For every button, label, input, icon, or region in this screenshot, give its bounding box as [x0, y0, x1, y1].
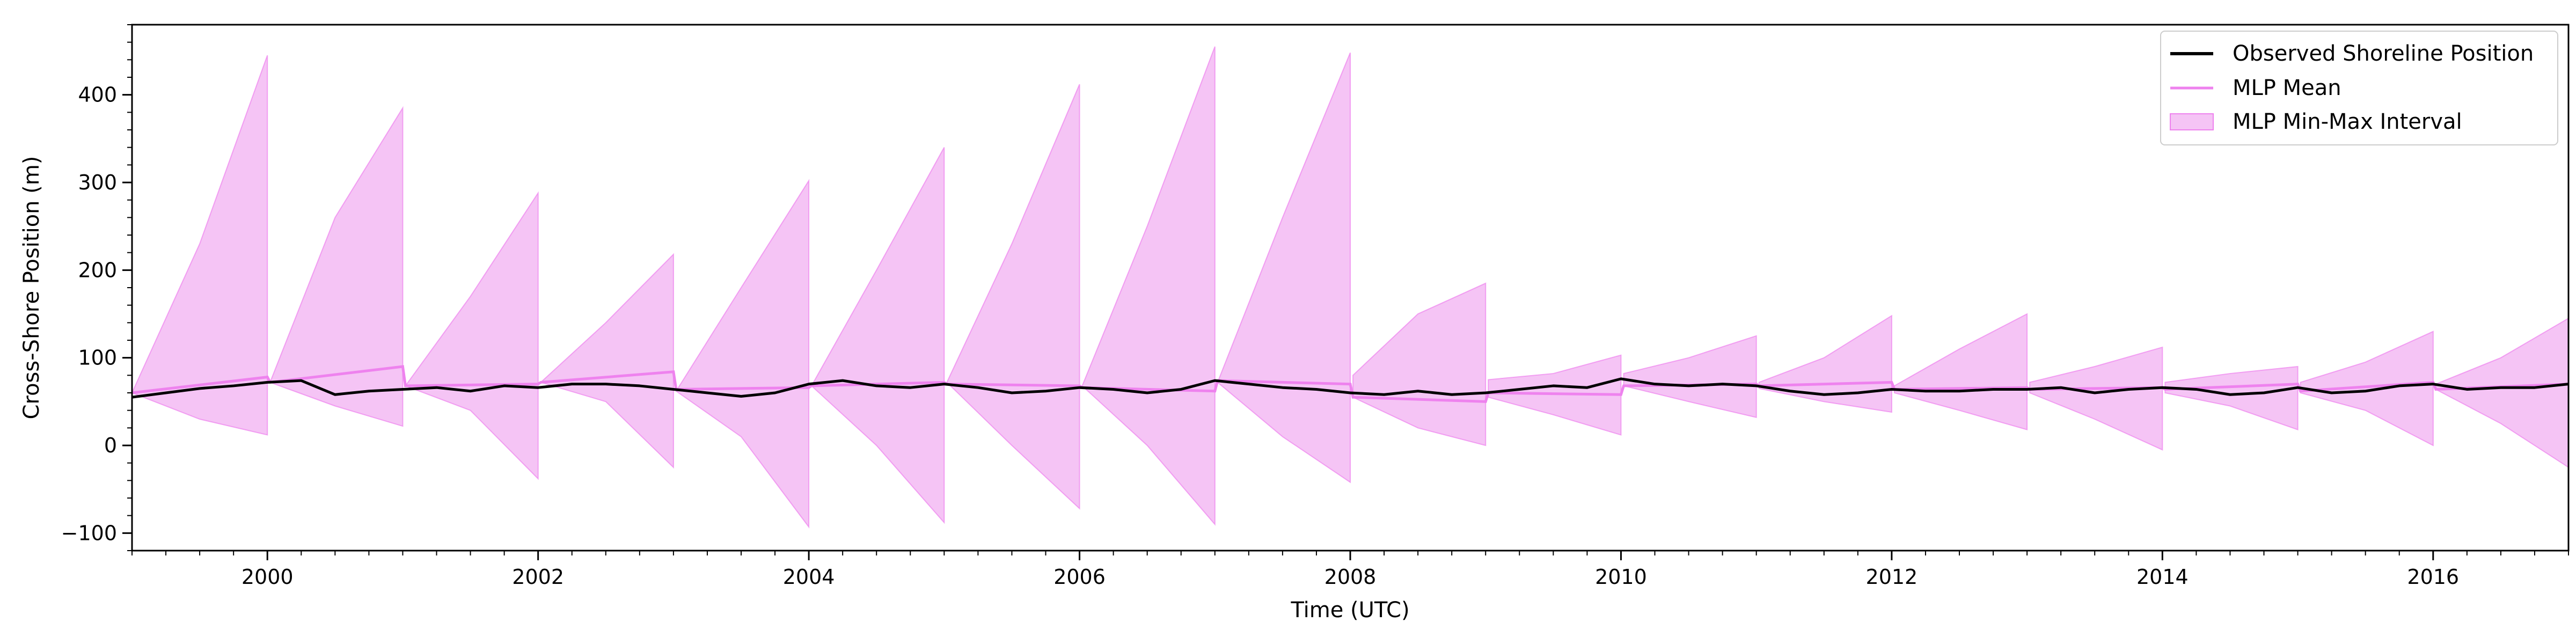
band-segment-14	[2029, 346, 2163, 451]
band-segment-0	[131, 55, 268, 436]
x-tick-label-2008: 2008	[1324, 565, 1377, 589]
x-tick-label-2010: 2010	[1595, 565, 1647, 589]
min-max-bands	[131, 46, 2569, 529]
band-segment-16	[2300, 331, 2434, 447]
legend-box	[2160, 31, 2558, 145]
x-axis: 2000 2002 2004 2006 2008 2010 2012 2014 2016	[131, 551, 2569, 589]
series-lines	[131, 365, 2569, 403]
legend-label-mean: MLP Mean	[2233, 76, 2341, 100]
x-tick-label-2006: 2006	[1053, 565, 1106, 589]
band-segment-6	[946, 84, 1080, 510]
plot-frame	[131, 24, 2570, 552]
legend-label-interval: MLP Min-Max Interval	[2233, 109, 2462, 134]
band-segment-15	[2164, 365, 2299, 431]
band-segment-12	[1758, 314, 1892, 413]
y-axis: −100 0 100 200 300 400	[61, 24, 132, 551]
y-tick-label-200: 200	[78, 258, 117, 282]
y-axis-label: Cross-Shore Position (m)	[19, 156, 44, 420]
y-tick-label-300: 300	[78, 171, 117, 194]
band-segment-5	[810, 147, 945, 524]
x-tick-label-2016: 2016	[2407, 565, 2459, 589]
band-segment-3	[539, 253, 674, 469]
x-tick-label-2002: 2002	[512, 565, 564, 589]
band-segment-8	[1217, 52, 1351, 484]
legend: Observed Shoreline Position MLP Mean MLP…	[2160, 31, 2558, 145]
y-tick-label--100: −100	[61, 521, 117, 545]
series-line-observed	[131, 377, 2569, 399]
legend-swatch-interval	[2170, 113, 2214, 130]
y-tick-label-0: 0	[104, 434, 117, 457]
band-segment-4	[675, 179, 810, 529]
band-segment-2	[404, 191, 539, 480]
band-segment-7	[1081, 46, 1216, 526]
y-tick-label-400: 400	[78, 83, 117, 107]
y-tick-label-100: 100	[78, 346, 117, 370]
x-tick-label-2014: 2014	[2136, 565, 2189, 589]
band-segment-13	[1893, 313, 2028, 430]
band-segment-1	[269, 106, 404, 427]
x-tick-label-2004: 2004	[783, 565, 835, 589]
x-tick-label-2012: 2012	[1866, 565, 1918, 589]
x-axis-label: Time (UTC)	[1290, 598, 1409, 623]
x-tick-label-2000: 2000	[241, 565, 294, 589]
legend-label-observed: Observed Shoreline Position	[2233, 41, 2534, 66]
